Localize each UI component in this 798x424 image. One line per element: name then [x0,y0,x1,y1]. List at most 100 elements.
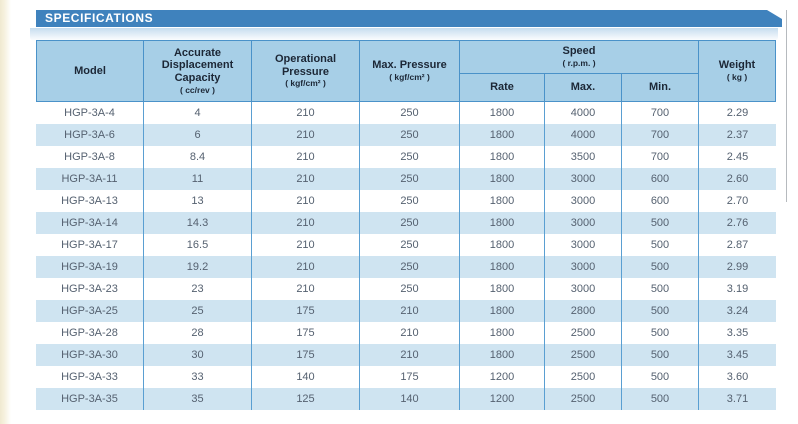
table-cell: 210 [251,278,359,300]
table-cell: 700 [621,146,698,168]
table-row: HGP-3A-8 8.4 210 250 1800 3500 700 2.45 [36,146,776,168]
table-row: HGP-3A-33 33 140 175 1200 2500 500 3.60 [36,366,776,388]
table-cell: 210 [251,102,359,124]
table-cell: 2.87 [698,234,776,256]
table-cell: 250 [359,124,459,146]
table-cell: HGP-3A-35 [36,388,143,410]
table-cell: 3.35 [698,322,776,344]
table-cell: 2.70 [698,190,776,212]
table-cell: 28 [143,322,251,344]
table-cell: 500 [621,344,698,366]
table-cell: 1800 [459,344,544,366]
table-cell: 2.76 [698,212,776,234]
table-cell: 2800 [544,300,621,322]
table-cell: HGP-3A-28 [61,327,118,339]
table-row: HGP-3A-30 30 175 210 1800 2500 500 3.45 [36,344,776,366]
table-cell: HGP-3A-11 [36,168,143,190]
table-cell: HGP-3A-33 [61,371,118,383]
table-cell: HGP-3A-8 [64,151,115,163]
table-cell: 1800 [459,278,544,300]
table-cell: 3000 [544,256,621,278]
table-row: HGP-3A-25 25 175 210 1800 2800 500 3.24 [36,300,776,322]
table-cell: 500 [621,388,698,410]
table-cell: 175 [251,300,359,322]
table-cell: 175 [251,344,359,366]
table-row: HGP-3A-28 28 175 210 1800 2500 500 3.35 [36,322,776,344]
table-cell: 2.99 [698,256,776,278]
header-capacity: Accurate Displacement Capacity ( cc/rev … [143,40,251,102]
table-cell: 3.45 [698,344,776,366]
specifications-table: Model Accurate Displacement Capacity ( c… [36,40,776,410]
table-cell: 175 [359,366,459,388]
table-cell: 1800 [459,322,544,344]
header-operational-pressure-label: Operational Pressure [274,52,337,78]
table-cell: 500 [621,300,698,322]
table-row: HGP-3A-19 19.2 210 250 1800 3000 500 2.99 [36,256,776,278]
header-capacity-label: Accurate Displacement Capacity [161,46,234,84]
table-cell: 4 [143,102,251,124]
table-cell: 250 [359,102,459,124]
table-cell: 1800 [459,234,544,256]
table-row: HGP-3A-4 4 210 250 1800 4000 700 2.29 [36,102,776,124]
table-cell: 25 [143,300,251,322]
header-speed-label: Speed [562,45,596,58]
table-cell: HGP-3A-6 [36,124,143,146]
table-cell: 1800 [459,146,544,168]
table-cell: HGP-3A-19 [36,256,143,278]
table-cell: 4000 [544,124,621,146]
header-weight-unit: ( kg ) [726,71,748,82]
banner-glow [30,28,778,41]
table-cell: 3000 [544,278,621,300]
table-cell: 8.4 [143,146,251,168]
table-cell: HGP-3A-23 [61,283,118,295]
header-speed-min: Min. [621,74,698,102]
table-cell: 210 [251,234,359,256]
table-cell: 210 [251,168,359,190]
table-cell: 250 [359,190,459,212]
table-cell: 14.3 [143,212,251,234]
header-max-pressure-unit: ( kgf/cm² ) [389,71,430,82]
table-cell: HGP-3A-17 [61,239,118,251]
header-model: Model [36,40,143,102]
header-speed-rate: Rate [459,74,544,102]
table-cell: HGP-3A-30 [36,344,143,366]
table-cell: 3.24 [698,300,776,322]
table-cell: 500 [621,366,698,388]
header-weight: Weight ( kg ) [698,40,776,102]
table-cell: 250 [359,168,459,190]
table-row: HGP-3A-13 13 210 250 1800 3000 600 2.70 [36,190,776,212]
table-cell: 1800 [459,124,544,146]
table-cell: 2.29 [698,102,776,124]
table-cell: 210 [251,212,359,234]
table-cell: HGP-3A-13 [61,195,118,207]
table-cell: 2.60 [698,168,776,190]
table-cell: 30 [143,344,251,366]
table-cell: 175 [251,322,359,344]
page-scan-edge-line [786,10,787,202]
table-cell: 3.19 [698,278,776,300]
table-cell: 16.5 [143,234,251,256]
table-header: Model Accurate Displacement Capacity ( c… [36,40,776,102]
header-weight-label: Weight [718,59,756,72]
table-cell: 210 [251,124,359,146]
table-cell: 250 [359,256,459,278]
table-cell: 3000 [544,190,621,212]
table-cell: 700 [621,124,698,146]
table-cell: 2.45 [698,146,776,168]
table-cell: 4000 [544,102,621,124]
table-cell: 1800 [459,256,544,278]
table-row: HGP-3A-11 11 210 250 1800 3000 600 2.60 [36,168,776,190]
table-cell: 1800 [459,168,544,190]
table-cell: 600 [621,168,698,190]
table-cell: 250 [359,212,459,234]
table-row: HGP-3A-35 35 125 140 1200 2500 500 3.71 [36,388,776,410]
table-cell: 1200 [459,366,544,388]
specifications-banner: SPECIFICATIONS [36,10,782,27]
table-cell: 33 [143,366,251,388]
table-row: HGP-3A-23 23 210 250 1800 3000 500 3.19 [36,278,776,300]
table-cell: 250 [359,278,459,300]
table-cell: 3.71 [698,388,776,410]
header-operational-pressure: Operational Pressure ( kgf/cm² ) [251,40,359,102]
header-speed-unit: ( r.p.m. ) [562,57,596,68]
table-cell: 23 [143,278,251,300]
